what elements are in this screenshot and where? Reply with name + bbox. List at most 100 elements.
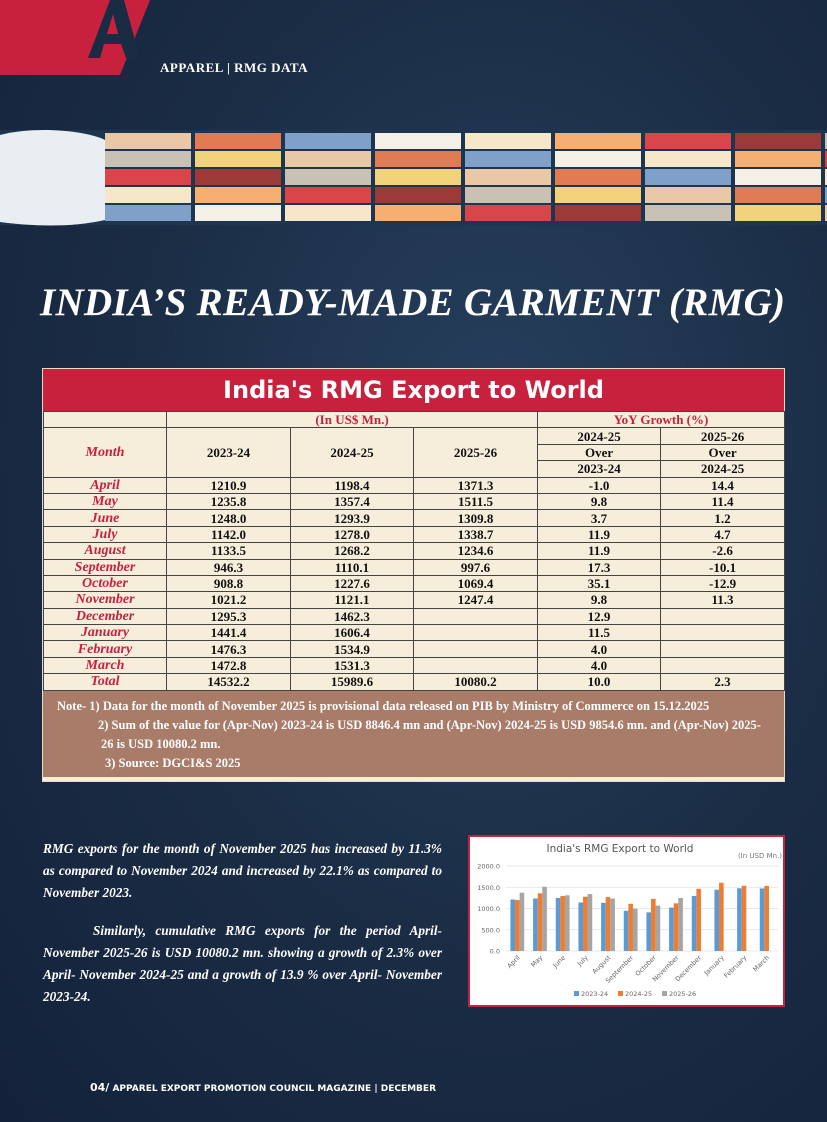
value-cell: 11.4 [660, 492, 786, 511]
legend-label: 2024-25 [625, 990, 652, 998]
value-cell [412, 640, 539, 658]
value-cell: 1293.9 [290, 509, 414, 527]
value-cell: 908.8 [166, 574, 291, 593]
column-header: Over [660, 443, 786, 462]
container [465, 133, 551, 149]
value-cell: 11.9 [537, 542, 662, 560]
header-row: Over Over [44, 443, 786, 462]
x-tick-label: August [591, 953, 613, 975]
container [825, 133, 827, 149]
bar [533, 898, 538, 951]
y-tick-label: 0.0 [490, 948, 500, 956]
column-header: 2024-25 [660, 460, 786, 478]
value-cell [660, 640, 786, 658]
table-row: January 1441.4 1606.4 11.5 [43, 624, 786, 642]
value-cell: 1531.3 [290, 656, 414, 675]
container [465, 187, 551, 203]
y-tick-label: 2000.0 [477, 863, 500, 871]
footer-text: APPAREL EXPORT PROMOTION COUNCIL MAGAZIN… [112, 1084, 436, 1094]
growth-header: YoY Growth (%) [537, 410, 786, 429]
x-tick-label: February [722, 954, 748, 980]
value-cell: 1210.9 [166, 476, 291, 494]
chart-annotation: (In USD Mn.) [738, 852, 782, 860]
value-cell: 14.4 [660, 476, 786, 494]
month-cell: February [43, 640, 167, 658]
value-cell: 1511.5 [412, 492, 539, 511]
value-cell [412, 656, 539, 675]
banner [0, 0, 827, 226]
value-cell: 1234.6 [412, 542, 539, 560]
container [555, 133, 641, 149]
y-tick-label: 1000.0 [477, 905, 500, 913]
note: Note- 1) Data for the month of November … [57, 698, 710, 713]
container [375, 133, 461, 149]
value-cell: 1133.5 [166, 542, 291, 560]
month-cell: March [43, 656, 167, 675]
container [105, 151, 191, 167]
bar [651, 898, 656, 951]
body-text: RMG exports for the month of November 20… [43, 838, 442, 1024]
table-row: April 1210.9 1198.4 1371.3 -1.0 14.4 [43, 476, 786, 494]
table-row: November 1021.2 1121.1 1247.4 9.8 11.3 [43, 591, 786, 609]
bar [564, 895, 570, 951]
bar [741, 885, 747, 951]
bar [578, 902, 584, 951]
column-header: 2023-24 [166, 427, 291, 478]
page-number: 04/ [90, 1081, 110, 1094]
value-cell: 3.7 [537, 509, 662, 527]
bar [719, 882, 724, 951]
note: 2) Sum of the value for (Apr-Nov) 2023-2… [98, 717, 761, 751]
month-cell: September [43, 558, 167, 576]
x-tick-label: June [551, 954, 567, 970]
paragraph: RMG exports for the month of November 20… [43, 841, 442, 900]
container [825, 205, 827, 221]
container [195, 169, 281, 185]
value-cell: 4.7 [660, 525, 786, 544]
y-tick-label: 500.0 [481, 926, 500, 934]
container [195, 133, 281, 149]
table-row: December 1295.3 1462.3 12.9 [43, 607, 786, 626]
container [105, 133, 191, 149]
value-cell: 1021.2 [166, 591, 291, 609]
container [735, 187, 821, 203]
bar [714, 889, 720, 951]
unit-header: (In US$ Mn.) [165, 410, 539, 429]
value-cell: 1534.9 [290, 640, 414, 658]
value-cell [412, 607, 539, 626]
ship [0, 130, 827, 226]
bar [646, 912, 652, 951]
legend-label: 2025-26 [669, 990, 696, 998]
logo-letter [88, 0, 140, 58]
table: (In US$ Mn.) YoY Growth (%) Month 2023-2… [43, 410, 786, 691]
bar [537, 893, 543, 951]
bar [628, 903, 633, 951]
container [375, 187, 461, 203]
container [645, 205, 731, 221]
container [465, 205, 551, 221]
value-cell: 1069.4 [412, 574, 539, 593]
table-body: April 1210.9 1198.4 1371.3 -1.0 14.4 May 1235.8… [43, 476, 786, 691]
value-cell [660, 656, 786, 675]
value-cell: 17.3 [537, 558, 662, 576]
bar [515, 900, 520, 951]
value-cell: 10.0 [537, 673, 662, 691]
value-cell: 1371.3 [412, 476, 539, 494]
month-cell: August [43, 542, 167, 560]
bar [623, 910, 629, 951]
month-cell: May [43, 492, 167, 511]
container [825, 151, 827, 167]
value-cell: 946.3 [166, 558, 291, 576]
bar [583, 896, 588, 951]
container [375, 169, 461, 185]
value-cell: 35.1 [537, 574, 662, 593]
table-row: July 1142.0 1278.0 1338.7 11.9 4.7 [43, 525, 786, 544]
column-header: Month [43, 427, 167, 478]
container [555, 205, 641, 221]
value-cell: -12.9 [660, 574, 786, 593]
table-row: March 1472.8 1531.3 4.0 [43, 656, 786, 675]
legend-swatch [662, 991, 667, 996]
notes: Note- 1) Data for the month of November … [43, 690, 784, 777]
value-cell: 1268.2 [290, 542, 414, 560]
month-cell: January [43, 624, 167, 642]
